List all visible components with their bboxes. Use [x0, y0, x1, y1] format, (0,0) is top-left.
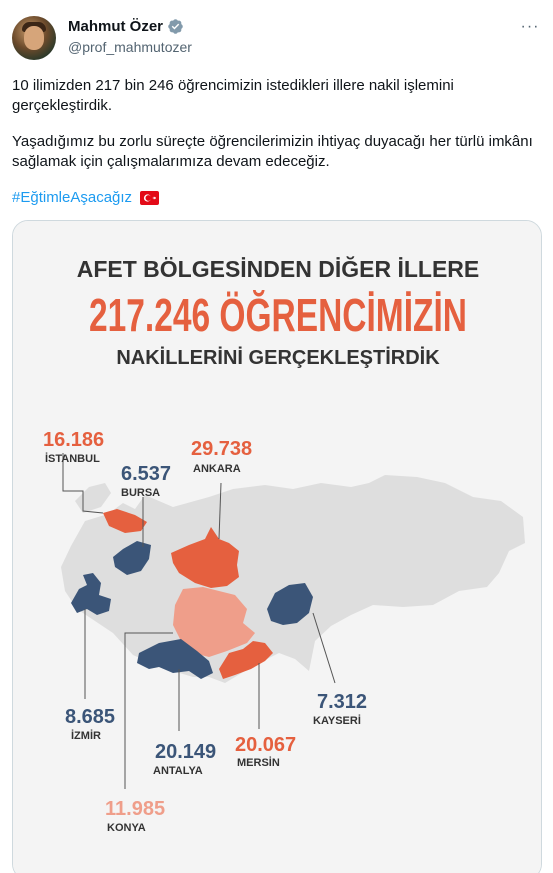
- tweet-image[interactable]: AFET BÖLGESİNDEN DİĞER İLLERE 217.246 ÖĞ…: [12, 220, 542, 873]
- tweet-text-paragraph-1: 10 ilimizden 217 bin 246 öğrencimizin is…: [12, 77, 454, 114]
- istanbul-name: İSTANBUL: [45, 452, 100, 465]
- tweet-header: Mahmut Özer @prof_mahmutozer ···: [12, 12, 541, 62]
- bursa-value: 6.537: [121, 463, 171, 485]
- bursa-name: BURSA: [121, 487, 160, 499]
- konya-name: KONYA: [107, 822, 146, 834]
- author-handle[interactable]: @prof_mahmutozer: [68, 39, 192, 55]
- author-name-row: Mahmut Özer: [68, 18, 184, 35]
- istanbul-value: 16.186: [43, 429, 104, 451]
- author-name[interactable]: Mahmut Özer: [68, 18, 164, 35]
- istanbul-region: [103, 509, 147, 533]
- konya-leader-line: [124, 632, 173, 789]
- turkey-flag-icon: [140, 191, 160, 205]
- bursa-region: [113, 541, 151, 575]
- thrace-region-base: [75, 483, 111, 513]
- leader-lines: [62, 453, 336, 789]
- tweet-text-hashtag-line: #EğtimleAşacağız: [12, 188, 541, 208]
- konya-region: [173, 587, 255, 657]
- avatar-face: [24, 26, 44, 50]
- turkey-transfer-map-infographic: AFET BÖLGESİNDEN DİĞER İLLERE 217.246 ÖĞ…: [13, 221, 541, 873]
- antalya-name: ANTALYA: [153, 765, 203, 777]
- tweet-text-paragraph-2: Yaşadığımız bu zorlu süreçte öğrencileri…: [12, 133, 533, 170]
- verified-badge-icon: [168, 19, 183, 34]
- kayseri-leader-line: [312, 612, 336, 684]
- izmir-value: 8.685: [65, 706, 115, 728]
- mersin-value: 20.067: [235, 734, 296, 756]
- city-labels: 16.186 İSTANBUL 6.537 BURSA 29.738 ANKAR…: [43, 429, 367, 834]
- hashtag-link[interactable]: #EğtimleAşacağız: [12, 189, 133, 206]
- mersin-name: MERSİN: [237, 756, 280, 769]
- istanbul-leader-line: [62, 453, 104, 514]
- antalya-value: 20.149: [155, 741, 216, 763]
- mersin-region: [219, 641, 273, 679]
- infographic-heading-bottom: NAKİLLERİNİ GERÇEKLEŞTİRDİK: [116, 346, 440, 369]
- antalya-region: [137, 639, 213, 679]
- ankara-region: [171, 527, 239, 588]
- konya-value: 11.985: [105, 798, 165, 820]
- ankara-name: ANKARA: [193, 463, 241, 475]
- izmir-region: [71, 573, 111, 615]
- avatar[interactable]: [12, 16, 56, 60]
- kayseri-name: KAYSERİ: [313, 714, 361, 727]
- kayseri-region: [267, 583, 313, 625]
- ankara-leader-line: [218, 482, 222, 540]
- infographic-heading-main: 217.246 ÖĞRENCİMİZİN: [89, 289, 467, 341]
- izmir-name: İZMİR: [71, 729, 101, 742]
- kayseri-value: 7.312: [317, 691, 367, 713]
- more-options-icon[interactable]: ···: [520, 18, 540, 35]
- ankara-value: 29.738: [191, 438, 252, 460]
- infographic-heading-top: AFET BÖLGESİNDEN DİĞER İLLERE: [77, 255, 480, 282]
